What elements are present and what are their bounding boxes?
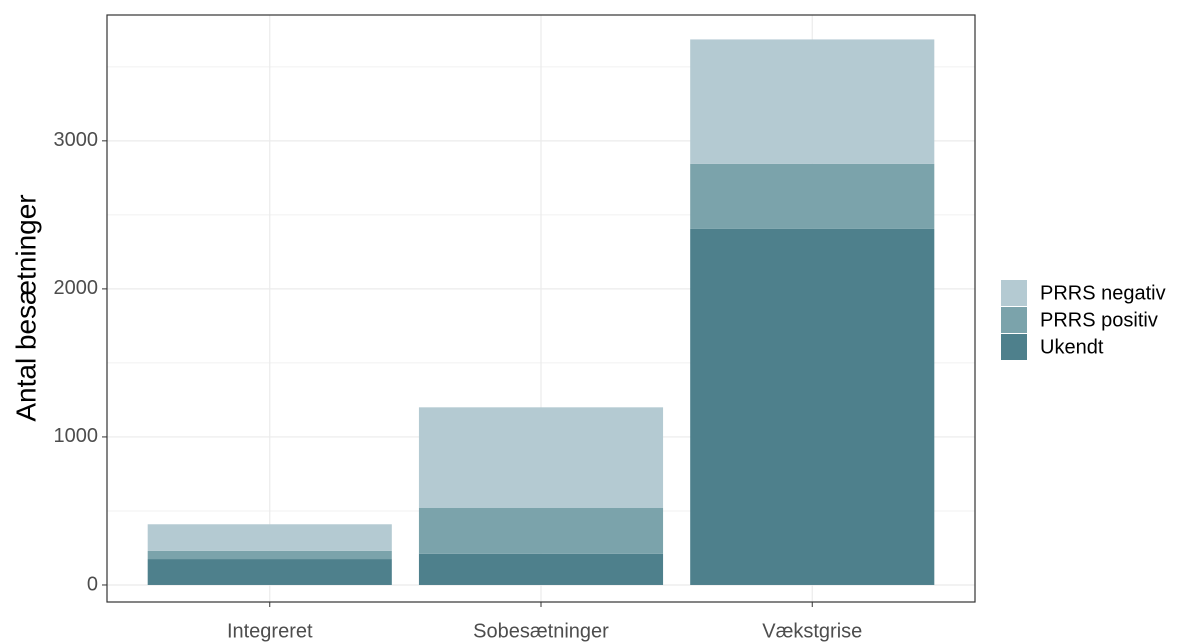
panel-border xyxy=(106,14,976,603)
bar-segment xyxy=(147,559,392,585)
bar-segment xyxy=(147,524,392,551)
y-axis-label: Antal besætninger xyxy=(10,194,41,421)
legend-key xyxy=(1001,334,1027,360)
y-tick-label: 2000 xyxy=(54,277,99,299)
bar-segment xyxy=(418,553,664,585)
legend-label: PRRS positiv xyxy=(1040,309,1158,331)
legend-label: Ukendt xyxy=(1040,336,1104,358)
y-tick-label: 3000 xyxy=(54,129,99,151)
x-tick-label: Vækstgrise xyxy=(762,620,862,642)
bar-segment xyxy=(690,39,935,164)
bar-segment xyxy=(418,507,664,554)
bar-segment xyxy=(690,163,935,229)
y-tick-label: 1000 xyxy=(54,425,99,447)
x-tick-label: Sobesætninger xyxy=(473,620,609,642)
legend-key xyxy=(1001,307,1027,333)
y-tick-label: 0 xyxy=(87,573,98,595)
legend-key xyxy=(1001,280,1027,306)
legend-label: PRRS negativ xyxy=(1040,282,1166,304)
bar-segment xyxy=(690,228,935,585)
bar-segment xyxy=(418,407,664,508)
bar-segment xyxy=(147,550,392,560)
x-tick-label: Integreret xyxy=(227,620,313,642)
